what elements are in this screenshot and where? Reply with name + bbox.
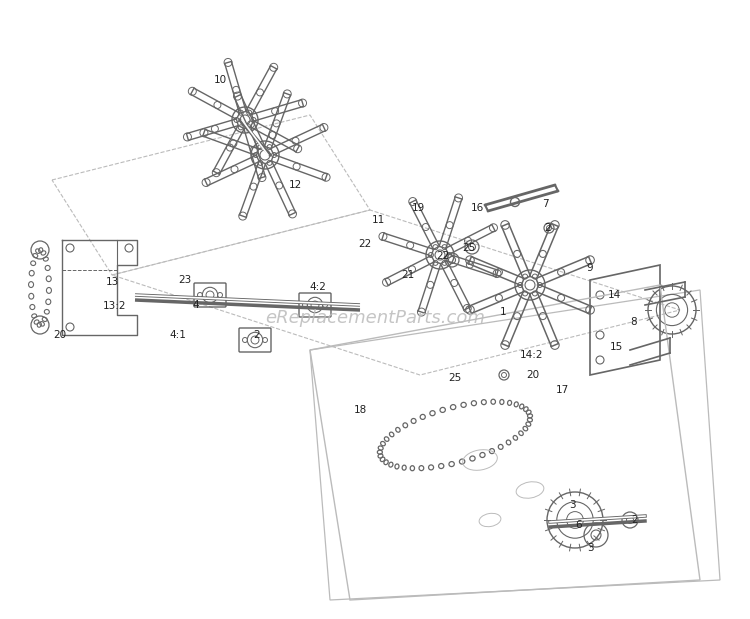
Text: 17: 17 (555, 385, 568, 395)
Text: 25: 25 (462, 243, 476, 253)
Text: 16: 16 (470, 203, 484, 213)
Text: 23: 23 (178, 275, 192, 285)
Text: 22: 22 (358, 239, 372, 249)
Text: 2: 2 (632, 515, 638, 525)
Text: 22: 22 (436, 251, 450, 261)
Text: 2: 2 (254, 330, 260, 340)
Text: 25: 25 (448, 373, 461, 383)
Text: 10: 10 (214, 75, 226, 85)
Text: 7: 7 (542, 199, 548, 209)
Text: 11: 11 (371, 215, 385, 225)
Text: 6: 6 (576, 520, 582, 530)
Text: 21: 21 (401, 270, 415, 280)
Text: 4:2: 4:2 (310, 282, 326, 292)
Text: 4:1: 4:1 (170, 330, 187, 340)
Text: 1: 1 (500, 307, 506, 317)
Text: 2: 2 (544, 223, 551, 233)
Text: 12: 12 (288, 180, 302, 190)
Text: 20: 20 (526, 370, 539, 380)
Text: 15: 15 (609, 342, 622, 352)
Text: 3: 3 (568, 500, 575, 510)
Text: 14:2: 14:2 (520, 350, 544, 360)
Text: 8: 8 (631, 317, 638, 327)
Text: eReplacementParts.com: eReplacementParts.com (265, 309, 485, 327)
Text: 18: 18 (353, 405, 367, 415)
Text: 9: 9 (586, 263, 593, 273)
Text: 13: 13 (105, 277, 118, 287)
Text: 13:2: 13:2 (104, 301, 127, 311)
Text: 14: 14 (608, 290, 621, 300)
Text: 19: 19 (411, 203, 424, 213)
Text: 20: 20 (53, 330, 67, 340)
Text: 4: 4 (193, 300, 200, 310)
Text: 3: 3 (586, 543, 593, 553)
